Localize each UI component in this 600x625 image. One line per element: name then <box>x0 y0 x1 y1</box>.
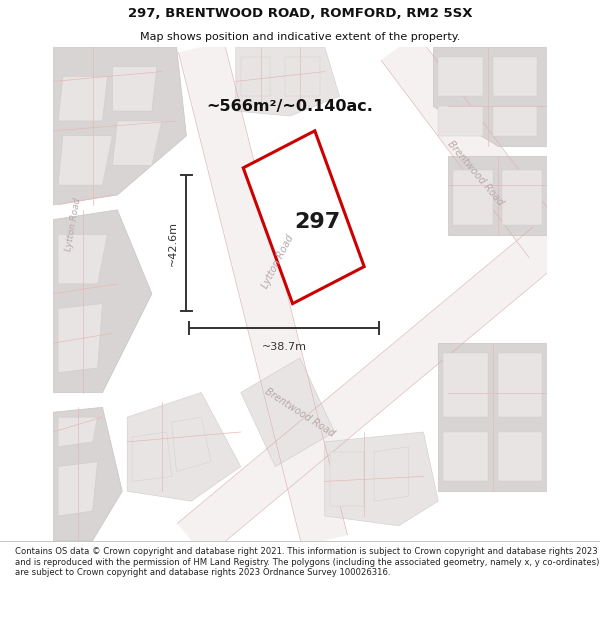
Polygon shape <box>127 392 241 501</box>
Polygon shape <box>381 34 565 258</box>
Text: ~566m²/~0.140ac.: ~566m²/~0.140ac. <box>206 99 373 114</box>
Polygon shape <box>497 432 542 481</box>
Polygon shape <box>325 432 438 526</box>
Polygon shape <box>241 358 335 466</box>
Polygon shape <box>443 432 488 481</box>
Text: 297, BRENTWOOD ROAD, ROMFORD, RM2 5SX: 297, BRENTWOOD ROAD, ROMFORD, RM2 5SX <box>128 7 472 19</box>
Polygon shape <box>493 106 537 136</box>
Polygon shape <box>329 452 364 506</box>
Polygon shape <box>53 408 122 541</box>
Polygon shape <box>438 57 482 96</box>
Polygon shape <box>453 170 493 224</box>
Polygon shape <box>285 57 320 96</box>
Polygon shape <box>58 462 98 516</box>
Polygon shape <box>112 121 162 166</box>
Polygon shape <box>53 47 187 205</box>
Polygon shape <box>493 57 537 96</box>
Polygon shape <box>172 418 211 471</box>
Polygon shape <box>374 447 409 501</box>
Polygon shape <box>112 67 157 111</box>
Text: 297: 297 <box>294 212 340 232</box>
Text: Lytton Road: Lytton Road <box>260 233 296 290</box>
Text: Lytton Road: Lytton Road <box>64 198 82 252</box>
Polygon shape <box>438 343 547 491</box>
Polygon shape <box>132 432 172 481</box>
Polygon shape <box>433 47 547 146</box>
Polygon shape <box>241 57 271 96</box>
Polygon shape <box>58 304 103 372</box>
Text: ~42.6m: ~42.6m <box>167 221 178 266</box>
Polygon shape <box>448 156 547 234</box>
Polygon shape <box>58 234 107 284</box>
Text: Brentwood Road: Brentwood Road <box>445 139 505 207</box>
Polygon shape <box>177 228 561 558</box>
Polygon shape <box>443 353 488 418</box>
Text: Contains OS data © Crown copyright and database right 2021. This information is : Contains OS data © Crown copyright and d… <box>15 548 599 577</box>
Polygon shape <box>58 418 98 447</box>
Polygon shape <box>178 41 347 546</box>
Text: Map shows position and indicative extent of the property.: Map shows position and indicative extent… <box>140 31 460 41</box>
Text: ~38.7m: ~38.7m <box>262 342 307 352</box>
Polygon shape <box>53 210 152 392</box>
Polygon shape <box>58 76 107 121</box>
Polygon shape <box>58 136 112 185</box>
Polygon shape <box>243 131 364 304</box>
Polygon shape <box>497 353 542 418</box>
Polygon shape <box>502 170 542 224</box>
Text: Brentwood Road: Brentwood Road <box>263 386 337 439</box>
Polygon shape <box>438 106 482 136</box>
Polygon shape <box>236 47 340 116</box>
